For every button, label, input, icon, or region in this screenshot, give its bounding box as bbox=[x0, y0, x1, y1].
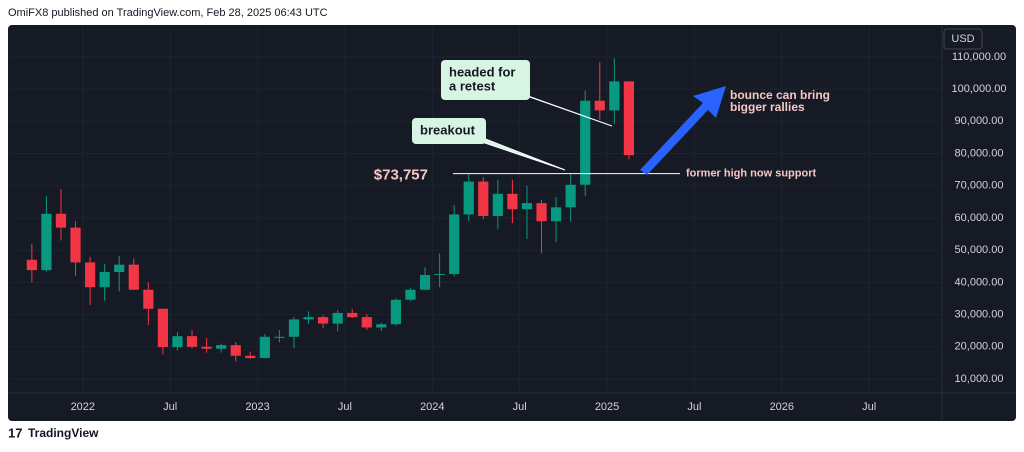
arrow-note: bounce can bring bbox=[730, 88, 830, 102]
candle-body bbox=[580, 100, 591, 185]
candle-body bbox=[216, 345, 227, 349]
candle-body bbox=[347, 312, 358, 318]
candle-body bbox=[288, 319, 300, 337]
currency: USD bbox=[951, 33, 974, 45]
candle-body bbox=[186, 336, 198, 347]
y-tick-label: 50,000.00 bbox=[955, 244, 1004, 256]
candle-body bbox=[128, 264, 139, 290]
candle-body bbox=[623, 81, 635, 156]
candle-body bbox=[390, 299, 402, 325]
x-tick-label: Jul bbox=[338, 401, 352, 413]
arrow-note: bigger rallies bbox=[730, 100, 805, 114]
y-tick-label: 90,000.00 bbox=[955, 115, 1004, 127]
candle-body bbox=[565, 184, 576, 208]
x-tick-label: 2023 bbox=[245, 401, 269, 413]
candle-body bbox=[99, 272, 110, 288]
x-tick-label: Jul bbox=[687, 401, 701, 413]
candle-body bbox=[594, 100, 605, 111]
support-note: former high now support bbox=[686, 168, 816, 180]
x-tick-label: Jul bbox=[163, 401, 177, 413]
candle-body bbox=[317, 317, 329, 324]
x-tick-label: 2024 bbox=[420, 401, 444, 413]
y-tick-label: 60,000.00 bbox=[955, 212, 1004, 224]
candle-body bbox=[507, 193, 518, 210]
footer: TradingView bbox=[28, 426, 99, 440]
x-tick-label: 2025 bbox=[595, 401, 619, 413]
candle-body bbox=[70, 227, 81, 263]
x-tick-label: Jul bbox=[513, 401, 527, 413]
candle-body bbox=[26, 259, 37, 271]
y-tick-label: 20,000.00 bbox=[955, 341, 1004, 353]
candle-body bbox=[419, 274, 431, 290]
candle-body bbox=[84, 262, 96, 288]
x-tick-label: 2026 bbox=[770, 401, 794, 413]
x-tick-label: Jul bbox=[862, 401, 876, 413]
y-tick-label: 80,000.00 bbox=[955, 147, 1004, 159]
candle-body bbox=[143, 289, 154, 309]
y-tick-label: 30,000.00 bbox=[955, 308, 1004, 320]
candle-body bbox=[536, 203, 547, 222]
candle-body bbox=[201, 346, 212, 349]
y-tick-label: 70,000.00 bbox=[955, 180, 1004, 192]
candle-body bbox=[609, 81, 620, 111]
candle-body bbox=[449, 214, 460, 274]
candle-body bbox=[492, 193, 503, 217]
header: OmiFX8 published on TradingView.com, Feb… bbox=[8, 7, 328, 19]
candle-body bbox=[376, 324, 387, 328]
callout-text: headed for bbox=[449, 64, 515, 79]
candle-body bbox=[332, 312, 343, 324]
logo-mark: 17 bbox=[8, 425, 22, 440]
y-tick-label: 10,000.00 bbox=[955, 373, 1004, 385]
candle-body bbox=[157, 308, 169, 348]
x-tick-label: 2022 bbox=[71, 401, 95, 413]
support-label: $73,757 bbox=[374, 167, 428, 184]
candle-body bbox=[361, 317, 372, 328]
candle-body bbox=[405, 289, 416, 300]
bounce-arrow bbox=[640, 86, 726, 175]
candle-body bbox=[521, 203, 533, 210]
callout-box bbox=[441, 60, 530, 100]
candle-body bbox=[114, 264, 125, 273]
currency-box bbox=[943, 28, 983, 50]
candle-body bbox=[41, 213, 52, 271]
candle-body bbox=[245, 355, 256, 359]
candle-body bbox=[274, 336, 285, 338]
candle-body bbox=[55, 213, 67, 228]
candle-body bbox=[434, 273, 445, 275]
y-tick-label: 100,000.00 bbox=[951, 83, 1006, 95]
candle-body bbox=[550, 207, 562, 222]
candle-body bbox=[259, 336, 270, 359]
callout-text: a retest bbox=[449, 78, 496, 93]
candle-body bbox=[463, 181, 474, 215]
candle-body bbox=[303, 317, 314, 320]
y-tick-label: 40,000.00 bbox=[955, 276, 1004, 288]
candle-body bbox=[230, 345, 241, 356]
y-tick-label: 110,000.00 bbox=[952, 51, 1006, 63]
candle-body bbox=[172, 336, 183, 348]
callout-box bbox=[412, 118, 486, 144]
callout-text: breakout bbox=[420, 122, 476, 137]
candle-body bbox=[478, 181, 489, 217]
